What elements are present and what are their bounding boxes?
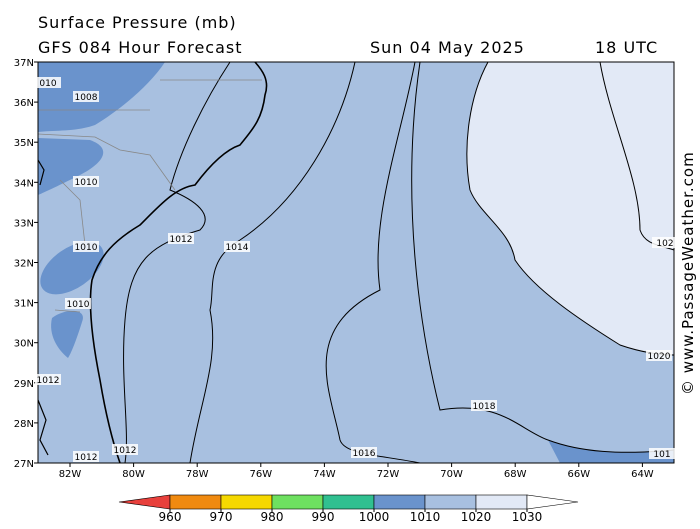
isobar-label: 1014 (226, 243, 249, 253)
isobar-label: 1010 (75, 243, 98, 253)
isobar-label: 101 (653, 450, 670, 460)
high-pressure-region (466, 62, 674, 355)
isobar-labels: 010 1008 1010 1012 1014 1010 1010 1012 1012 1012 1… (35, 77, 678, 463)
isobar-label: 1010 (67, 300, 90, 310)
isobar-label-bg (73, 91, 99, 102)
colorbar-label: 980 (261, 510, 284, 524)
colorbar-end (118, 494, 171, 510)
isobar-label: 1012 (170, 235, 193, 245)
lat-label: 27N (14, 459, 34, 470)
colorbar-end (526, 494, 579, 510)
isobar-label: 102 (656, 239, 673, 249)
date: Sun 04 May 2025 (370, 38, 525, 57)
isobar-label: 1020 (648, 352, 671, 362)
lat-label: 30N (14, 339, 34, 350)
isobar-label: 1018 (473, 402, 496, 412)
low-region (51, 310, 83, 358)
isobar-label-bg (351, 447, 377, 458)
borders (37, 79, 262, 313)
colorbar-label: 960 (159, 510, 182, 524)
lat-label: 32N (14, 259, 34, 270)
low-region (548, 440, 674, 463)
lon-label: 64W (631, 469, 654, 480)
lon-label: 74W (313, 469, 336, 480)
coastline (37, 159, 49, 456)
isobar-label-bg (649, 448, 675, 459)
isobar-label-bg (35, 374, 61, 385)
isobar-label-bg (652, 237, 678, 248)
lat-label: 31N (14, 299, 34, 310)
credit: © www.PassageWeather.com (679, 151, 697, 395)
low-region (38, 62, 165, 132)
isobar-label-bg (65, 298, 91, 309)
lon-label: 72W (377, 469, 400, 480)
coastline (89, 61, 268, 464)
isobar-label-bg (646, 350, 672, 361)
colorbar-label: 1030 (512, 510, 543, 524)
colorbar-label: 1020 (461, 510, 492, 524)
isobar-label-bg (224, 241, 250, 252)
isobar-label-bg (112, 444, 138, 455)
colorbar-segment (271, 494, 324, 510)
lon-label: 70W (440, 469, 463, 480)
isobar-label: 1012 (114, 446, 137, 456)
isobar-label: 1012 (75, 453, 98, 463)
title: Surface Pressure (mb) (38, 13, 237, 32)
colorbar-label: 990 (312, 510, 335, 524)
colorbar: 960 970 980 990 1000 1010 1020 1030 (118, 494, 579, 524)
model: GFS 084 Hour Forecast (38, 38, 243, 57)
lat-label: 34N (14, 178, 34, 189)
lon-labels: 82W 80W 78W 76W 74W 72W 70W 68W 66W 64W (59, 463, 654, 480)
colorbar-segment (169, 494, 222, 510)
isobar-label-bg (73, 176, 99, 187)
time: 18 UTC (595, 38, 658, 57)
isobar-label-bg (35, 77, 61, 88)
isobar-label: 010 (39, 79, 56, 89)
lat-label: 28N (14, 419, 34, 430)
lat-label: 29N (14, 379, 34, 390)
colorbar-segment (322, 494, 375, 510)
isobar-label-bg (73, 451, 99, 462)
isobar-label-bg (73, 241, 99, 252)
map: 37N 36N 35N 34N 33N 32N 31N 30N 29N 28N 27N 82W 80W… (14, 58, 678, 480)
lon-label: 82W (59, 469, 82, 480)
low-region (40, 241, 104, 295)
lat-label: 33N (14, 218, 34, 229)
isobar-label: 1010 (75, 178, 98, 188)
isobar-label: 1016 (353, 449, 376, 459)
lat-label: 37N (14, 58, 34, 69)
lon-label: 78W (186, 469, 209, 480)
lat-label: 35N (14, 138, 34, 149)
colorbar-label: 970 (210, 510, 233, 524)
isobar-label: 1012 (37, 376, 60, 386)
isobar-label-bg (471, 400, 497, 411)
lon-label: 66W (567, 469, 590, 480)
lon-label: 80W (122, 469, 145, 480)
isobar-label-bg (168, 233, 194, 244)
colorbar-segment (475, 494, 528, 510)
lat-labels: 37N 36N 35N 34N 33N 32N 31N 30N 29N 28N 27N (14, 58, 38, 470)
low-region (38, 138, 104, 195)
isobar-label: 1008 (75, 93, 98, 103)
colorbar-segment (220, 494, 273, 510)
colorbar-label: 1000 (359, 510, 390, 524)
lon-label: 76W (249, 469, 272, 480)
lon-label: 68W (504, 469, 527, 480)
colorbar-segment (373, 494, 426, 510)
colorbar-segment (424, 494, 477, 510)
colorbar-label: 1010 (410, 510, 441, 524)
lat-label: 36N (14, 98, 34, 109)
